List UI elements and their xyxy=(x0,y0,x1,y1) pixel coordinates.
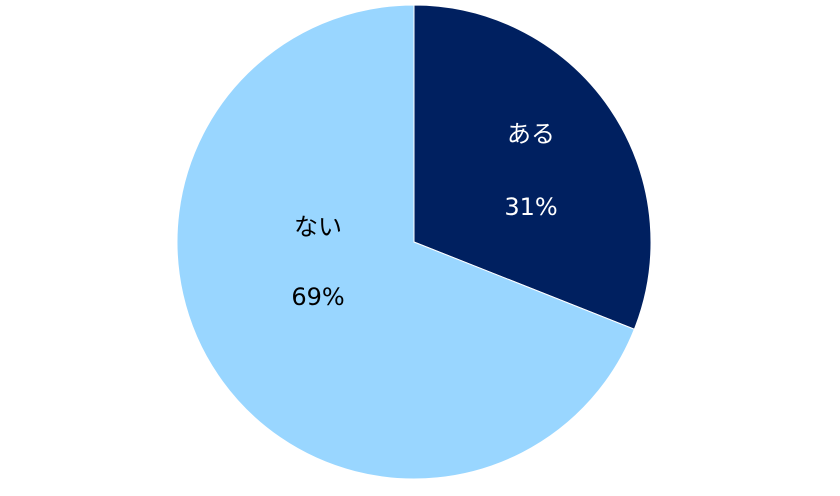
slice-label: ない xyxy=(294,213,342,241)
pie-slice-1 xyxy=(413,4,652,330)
slice-label: ある xyxy=(507,120,555,148)
pie-slice-2 xyxy=(176,4,636,480)
slice-value-label: 31% xyxy=(504,193,557,221)
slice-value-label: 69% xyxy=(291,283,344,311)
